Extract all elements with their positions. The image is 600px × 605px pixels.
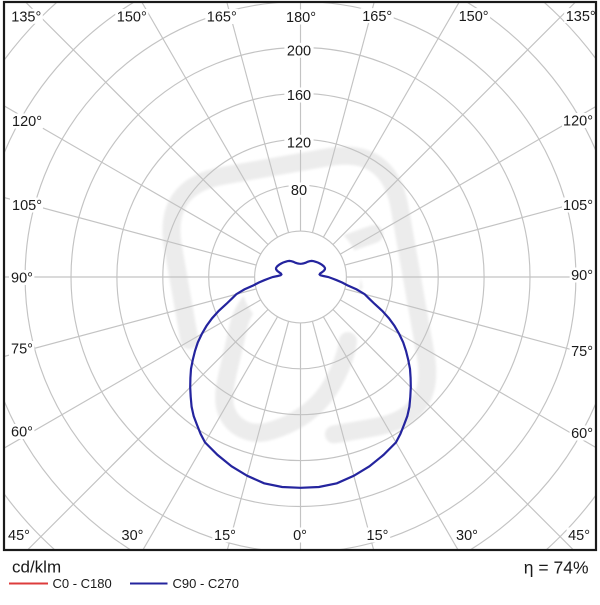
svg-text:30°: 30°: [456, 528, 478, 544]
svg-text:η = 74%: η = 74%: [524, 558, 589, 578]
svg-text:C0 - C180: C0 - C180: [53, 576, 112, 591]
svg-text:165°: 165°: [362, 9, 392, 25]
svg-text:160: 160: [287, 88, 311, 104]
svg-text:15°: 15°: [367, 528, 389, 544]
svg-text:120°: 120°: [563, 114, 593, 130]
svg-text:75°: 75°: [11, 342, 33, 358]
svg-text:200: 200: [287, 44, 311, 60]
svg-text:45°: 45°: [8, 528, 30, 544]
svg-text:0°: 0°: [293, 528, 307, 544]
svg-text:120°: 120°: [12, 114, 42, 130]
svg-text:90°: 90°: [571, 268, 593, 284]
svg-text:60°: 60°: [11, 425, 33, 441]
svg-text:60°: 60°: [571, 426, 593, 442]
svg-text:180°: 180°: [286, 10, 316, 26]
svg-text:120: 120: [287, 136, 311, 152]
svg-text:165°: 165°: [207, 10, 237, 26]
svg-text:135°: 135°: [566, 9, 596, 25]
svg-text:150°: 150°: [459, 9, 489, 25]
svg-text:75°: 75°: [571, 344, 593, 360]
svg-text:105°: 105°: [12, 198, 42, 214]
svg-text:15°: 15°: [214, 528, 236, 544]
svg-text:30°: 30°: [122, 528, 144, 544]
svg-text:105°: 105°: [563, 198, 593, 214]
svg-text:135°: 135°: [11, 10, 41, 26]
svg-text:80: 80: [291, 183, 307, 199]
svg-text:90°: 90°: [11, 271, 33, 287]
svg-text:C90 - C270: C90 - C270: [173, 576, 239, 591]
svg-text:150°: 150°: [117, 10, 147, 26]
svg-text:cd/klm: cd/klm: [12, 558, 61, 577]
svg-text:45°: 45°: [568, 528, 590, 544]
